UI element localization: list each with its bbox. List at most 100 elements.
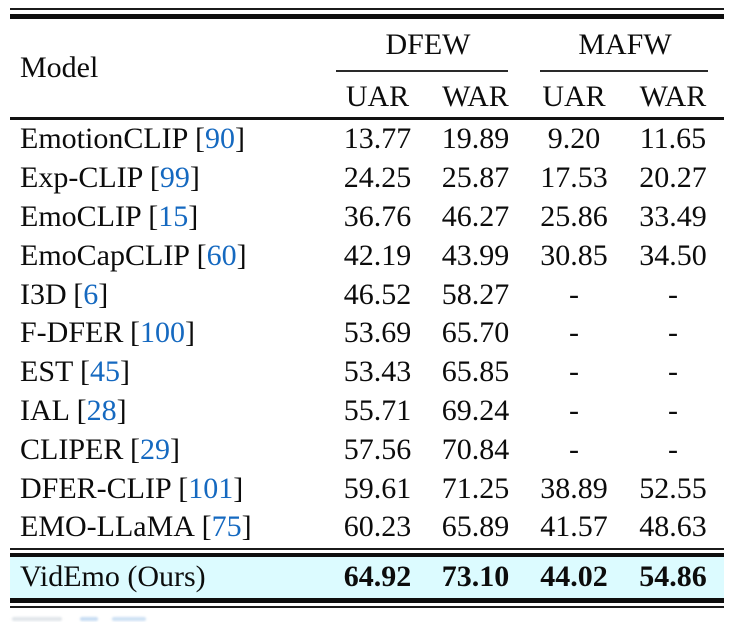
column-header-dfew-war: WAR xyxy=(442,80,509,113)
dfew-war-value: 58.27 xyxy=(441,277,510,311)
cite-close-bracket: ] xyxy=(98,277,109,311)
table-row-i3d: I3D [6] 46.52 58.27 - - xyxy=(10,275,724,314)
dfew-war-value: 73.10 xyxy=(441,560,510,594)
dfew-uar-value: 42.19 xyxy=(343,238,412,272)
table-row-emoclip: EmoCLIP [15] 36.76 46.27 25.86 33.49 xyxy=(10,198,724,237)
table-row-exp-clip: Exp-CLIP [99] 24.25 25.87 17.53 20.27 xyxy=(10,159,724,198)
model-cell: EmoCapCLIP [60] xyxy=(10,239,330,273)
table-top-rule xyxy=(10,8,724,19)
dfew-uar-value: 57.56 xyxy=(343,432,412,466)
dfew-uar-value: 55.71 xyxy=(343,393,412,427)
citation-link[interactable]: 15 xyxy=(158,199,189,233)
cite-close-bracket: ] xyxy=(119,355,130,389)
mafw-war-value: - xyxy=(668,316,678,350)
mafw-war-value: - xyxy=(668,393,678,427)
model-cell: EMO-LLaMA [75] xyxy=(10,510,330,544)
cite-close-bracket: ] xyxy=(169,432,180,466)
cite-close-bracket: ] xyxy=(116,393,127,427)
mafw-war-value: 54.86 xyxy=(639,560,707,594)
dfew-uar-value: 53.69 xyxy=(343,316,412,350)
table-row-dfer-clip: DFER-CLIP [101] 59.61 71.25 38.89 52.55 xyxy=(10,469,724,508)
cite-open-bracket: [ xyxy=(196,238,207,272)
dfew-uar-value: 53.43 xyxy=(343,355,412,389)
dfew-uar-value: 24.25 xyxy=(343,161,412,195)
cite-close-bracket: ] xyxy=(234,122,245,156)
mafw-uar-value: 9.20 xyxy=(547,122,601,156)
model-cell: VidEmo (Ours) xyxy=(20,560,206,594)
pre-ours-double-rule xyxy=(10,547,724,557)
dfew-war-value: 65.85 xyxy=(441,355,510,389)
model-name: Exp-CLIP xyxy=(20,161,144,195)
model-cell: Exp-CLIP [99] xyxy=(10,161,330,195)
citation-link[interactable]: 100 xyxy=(139,316,185,350)
mafw-war-value: 52.55 xyxy=(639,471,707,505)
cite-close-bracket: ] xyxy=(188,199,199,233)
dfew-war-value: 46.27 xyxy=(441,199,510,233)
table-bottom-rule xyxy=(10,597,724,608)
mafw-uar-value: - xyxy=(569,277,579,311)
mafw-uar-value: - xyxy=(569,355,579,389)
model-name: EmoCLIP xyxy=(20,199,142,233)
model-name: CLIPER xyxy=(20,432,124,466)
cite-close-bracket: ] xyxy=(236,238,247,272)
citation-link[interactable]: 90 xyxy=(204,122,235,156)
cite-open-bracket: [ xyxy=(148,199,159,233)
citation-link[interactable]: 99 xyxy=(159,161,190,195)
column-header-mafw-uar: UAR xyxy=(542,80,606,113)
cite-open-bracket: [ xyxy=(149,161,160,195)
citation-link[interactable]: 75 xyxy=(211,510,242,544)
model-name: EmoCapCLIP xyxy=(20,238,190,272)
dfew-uar-value: 64.92 xyxy=(343,560,412,594)
mafw-war-value: 33.49 xyxy=(639,199,707,233)
citation-link[interactable]: 6 xyxy=(83,277,99,311)
mafw-war-value: - xyxy=(668,355,678,389)
mafw-war-value: - xyxy=(668,432,678,466)
citation-link[interactable]: 29 xyxy=(139,432,170,466)
cite-open-bracket: [ xyxy=(79,355,90,389)
model-cell: CLIPER [29] xyxy=(10,433,330,467)
model-name: I3D xyxy=(20,277,67,311)
cite-close-bracket: ] xyxy=(233,471,244,505)
mafw-uar-value: 38.89 xyxy=(540,471,608,505)
dfew-cmidrule xyxy=(336,70,508,77)
model-cell: EST [45] xyxy=(10,355,330,389)
dfew-uar-value: 60.23 xyxy=(343,510,412,544)
citation-link[interactable]: 28 xyxy=(86,393,117,427)
dfew-uar-value: 46.52 xyxy=(343,277,412,311)
cite-open-bracket: [ xyxy=(129,432,140,466)
cite-close-bracket: ] xyxy=(189,161,200,195)
mafw-uar-value: - xyxy=(569,316,579,350)
citation-link[interactable]: 60 xyxy=(206,238,237,272)
table-row-emocapclip: EmoCapCLIP [60] 42.19 43.99 30.85 34.50 xyxy=(10,236,724,275)
table-row-f-dfer: F-DFER [100] 53.69 65.70 - - xyxy=(10,314,724,353)
mafw-uar-value: 41.57 xyxy=(540,510,608,544)
cite-open-bracket: [ xyxy=(178,471,189,505)
dfew-uar-value: 13.77 xyxy=(343,122,412,156)
dfew-war-value: 19.89 xyxy=(441,122,510,156)
model-cell: I3D [6] xyxy=(10,278,330,312)
dfew-war-value: 71.25 xyxy=(441,471,510,505)
table-row-est: EST [45] 53.43 65.85 - - xyxy=(10,353,724,392)
table-row-videmo-ours: VidEmo (Ours) 64.92 73.10 44.02 54.86 xyxy=(10,556,724,598)
table-row-cliper: CLIPER [29] 57.56 70.84 - - xyxy=(10,430,724,469)
dfew-uar-value: 36.76 xyxy=(343,199,412,233)
mafw-uar-value: 17.53 xyxy=(540,161,608,195)
table-body: EmotionCLIP [90] 13.77 19.89 9.20 11.65 E… xyxy=(10,120,724,547)
citation-link[interactable]: 45 xyxy=(89,355,120,389)
citation-link[interactable]: 101 xyxy=(188,471,234,505)
model-cell: IAL [28] xyxy=(10,394,330,428)
model-name: DFER-CLIP xyxy=(20,471,172,505)
mafw-war-value: 34.50 xyxy=(639,238,707,272)
model-name: EST xyxy=(20,355,74,389)
mafw-war-value: 48.63 xyxy=(639,510,707,544)
cropped-caption-artifact xyxy=(80,617,98,621)
mafw-war-value: 11.65 xyxy=(639,122,707,156)
cite-close-bracket: ] xyxy=(184,316,195,350)
column-group-dfew: DFEW xyxy=(385,28,471,61)
dfew-uar-value: 59.61 xyxy=(343,471,412,505)
table-row-ial: IAL [28] 55.71 69.24 - - xyxy=(10,392,724,431)
cite-open-bracket: [ xyxy=(194,122,205,156)
column-group-mafw: MAFW xyxy=(578,28,672,61)
mafw-cmidrule xyxy=(540,70,708,77)
